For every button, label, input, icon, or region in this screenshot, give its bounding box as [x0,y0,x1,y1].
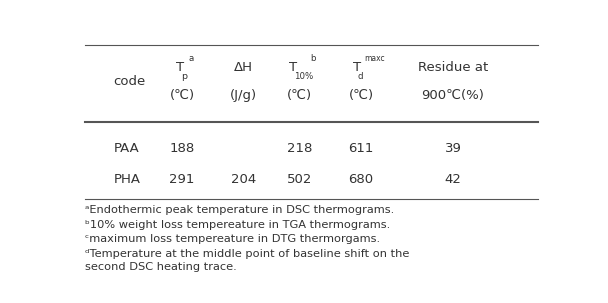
Text: 502: 502 [287,173,313,186]
Text: 204: 204 [230,173,256,186]
Text: ᵈTemperature at the middle point of baseline shift on the: ᵈTemperature at the middle point of base… [85,249,410,259]
Text: p: p [181,72,187,81]
Text: maxc: maxc [364,54,385,63]
Text: 611: 611 [348,142,374,155]
Text: T: T [353,61,361,74]
Text: ΔH: ΔH [233,61,253,74]
Text: ᶜmaximum loss tempereature in DTG thermorgams.: ᶜmaximum loss tempereature in DTG thermo… [85,234,381,244]
Text: (J/g): (J/g) [230,89,257,102]
Text: 188: 188 [170,142,195,155]
Text: second DSC heating trace.: second DSC heating trace. [85,262,237,272]
Text: (℃): (℃) [287,89,313,102]
Text: a: a [188,54,193,63]
Text: ᵇ10% weight loss tempereature in TGA thermograms.: ᵇ10% weight loss tempereature in TGA the… [85,220,391,230]
Text: 10%: 10% [294,72,313,81]
Text: b: b [310,54,316,63]
Text: 680: 680 [348,173,374,186]
Text: 900℃(%): 900℃(%) [421,89,485,102]
Text: (℃): (℃) [348,89,374,102]
Text: T: T [176,61,184,74]
Text: T: T [289,61,297,74]
Text: Residue at: Residue at [418,61,488,74]
Text: ᵃEndothermic peak temperature in DSC thermograms.: ᵃEndothermic peak temperature in DSC the… [85,205,395,215]
Text: 291: 291 [170,173,195,186]
Text: code: code [114,75,146,88]
Text: 39: 39 [444,142,461,155]
Text: 218: 218 [287,142,313,155]
Text: PAA: PAA [114,142,139,155]
Text: d: d [358,72,363,81]
Text: PHA: PHA [114,173,140,186]
Text: (℃): (℃) [170,89,195,102]
Text: 42: 42 [444,173,461,186]
